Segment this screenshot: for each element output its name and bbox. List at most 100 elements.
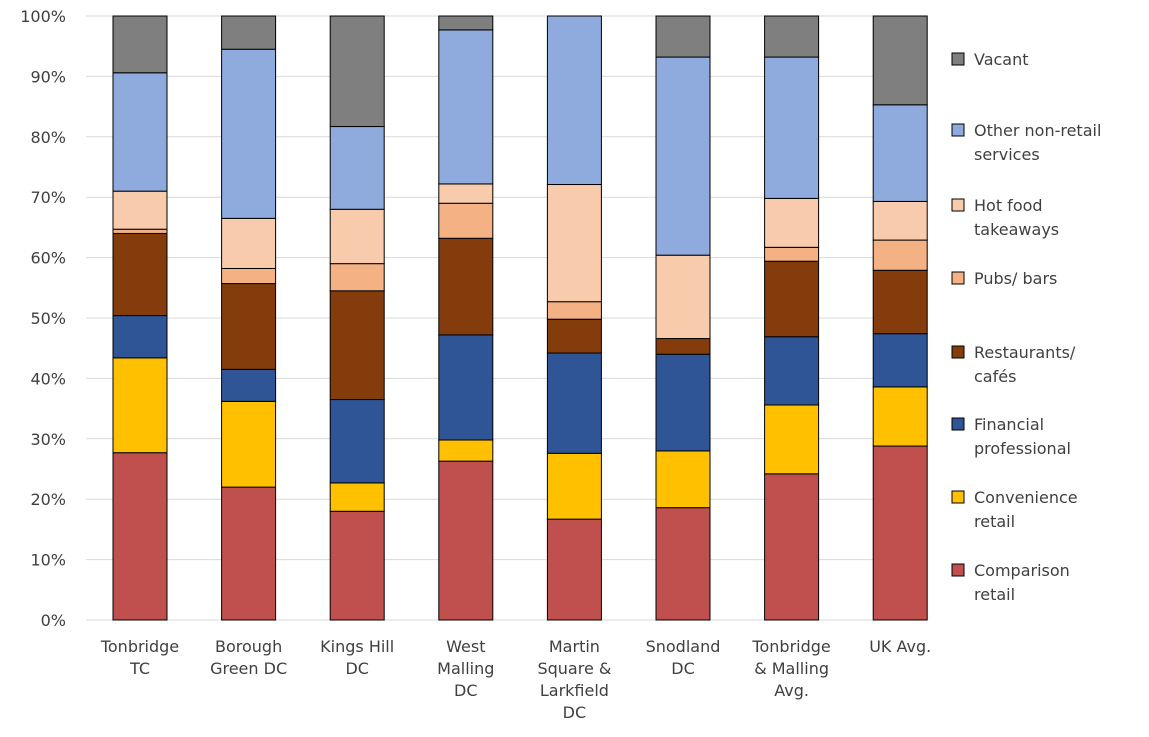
- bar-segment-other-non-retail-services: [655, 56, 711, 256]
- legend: Vacant Other non-retail services Hot food ta…: [951, 50, 1101, 604]
- bar-segment-convenience-retail: [221, 400, 277, 488]
- legend-label: Pubs/ bars: [974, 269, 1057, 288]
- x-tick-label: Martin Square & Larkfield DC: [537, 637, 611, 722]
- x-tick-label: Tonbridge & Malling Avg.: [751, 637, 830, 700]
- y-tick-label: 50%: [30, 309, 66, 328]
- y-tick-label: 60%: [30, 249, 66, 268]
- bar-segment-vacant: [221, 15, 277, 50]
- x-tick-label: UK Avg.: [869, 637, 931, 656]
- y-tick-label: 40%: [30, 369, 66, 388]
- y-tick-label: 0%: [41, 611, 66, 630]
- bar-segment-financial-professional: [438, 334, 494, 441]
- bar-segment-convenience-retail: [655, 450, 711, 509]
- legend-swatch: [951, 123, 965, 137]
- y-tick-label: 10%: [30, 551, 66, 570]
- bar-segment-convenience-retail: [872, 386, 928, 447]
- bar-segment-hot-food-takeaways: [221, 217, 277, 269]
- bar-segment-other-non-retail-services: [546, 15, 602, 186]
- bar-segment-other-non-retail-services: [438, 29, 494, 185]
- bar-segment-financial-professional: [329, 399, 385, 484]
- y-tick-label: 70%: [30, 188, 66, 207]
- bar-segment-restaurants-caf-s: [546, 318, 602, 354]
- bar-segment-convenience-retail: [546, 452, 602, 520]
- bar-segment-restaurants-caf-s: [329, 290, 385, 401]
- bar-segment-comparison-retail: [221, 486, 277, 621]
- bar-segment-pubs-bars: [872, 239, 928, 271]
- bar-segment-other-non-retail-services: [221, 48, 277, 219]
- x-tick-label: Borough Green DC: [210, 637, 287, 678]
- legend-swatch: [951, 345, 965, 359]
- legend-swatch: [951, 52, 965, 66]
- legend-swatch: [951, 490, 965, 504]
- bar-segment-hot-food-takeaways: [112, 190, 168, 230]
- bar-segment-other-non-retail-services: [329, 126, 385, 210]
- y-tick-label: 90%: [30, 67, 66, 86]
- bar-segment-convenience-retail: [329, 482, 385, 512]
- bar-segment-other-non-retail-services: [872, 104, 928, 202]
- bar-segment-pubs-bars: [112, 228, 168, 234]
- bar-segment-vacant: [872, 15, 928, 106]
- bar-segment-comparison-retail: [764, 473, 820, 621]
- bar-segment-other-non-retail-services: [112, 72, 168, 192]
- legend-label: Comparison retail: [974, 561, 1070, 604]
- x-tick-label: Tonbridge TC: [100, 637, 179, 678]
- bar-segment-pubs-bars: [438, 202, 494, 239]
- bar-segment-restaurants-caf-s: [764, 260, 820, 338]
- legend-label: Hot food takeaways: [974, 196, 1059, 239]
- y-tick-label: 100%: [20, 7, 66, 26]
- bars: [112, 15, 928, 621]
- bar-segment-financial-professional: [546, 352, 602, 454]
- bar-segment-comparison-retail: [655, 507, 711, 621]
- bar-segment-financial-professional: [764, 336, 820, 406]
- bar-segment-pubs-bars: [221, 267, 277, 285]
- legend-swatch: [951, 198, 965, 212]
- bar-segment-comparison-retail: [872, 445, 928, 621]
- legend-label: Convenience retail: [974, 488, 1078, 531]
- bar-segment-financial-professional: [221, 368, 277, 402]
- bar-segment-restaurants-caf-s: [221, 283, 277, 370]
- bar-segment-hot-food-takeaways: [764, 197, 820, 248]
- legend-swatch: [951, 563, 965, 577]
- bar-segment-restaurants-caf-s: [655, 338, 711, 355]
- bar-segment-restaurants-caf-s: [872, 269, 928, 335]
- bar-segment-pubs-bars: [764, 246, 820, 262]
- bar-segment-financial-professional: [872, 333, 928, 388]
- bar-segment-hot-food-takeaways: [546, 184, 602, 303]
- y-axis: 0% 10% 20% 30% 40% 50% 60% 70% 80% 90% 100%: [20, 7, 66, 630]
- bar-segment-vacant: [655, 15, 711, 58]
- bar-segment-restaurants-caf-s: [438, 237, 494, 336]
- bar-segment-pubs-bars: [546, 301, 602, 320]
- bar-segment-convenience-retail: [112, 357, 168, 454]
- legend-label: Restaurants/cafés: [974, 343, 1076, 386]
- y-tick-label: 30%: [30, 430, 66, 449]
- bar-segment-financial-professional: [655, 353, 711, 452]
- bar-segment-hot-food-takeaways: [329, 208, 385, 265]
- x-axis: Tonbridge TC Borough Green DC Kings Hill DC We…: [100, 637, 931, 722]
- x-tick-label: West Malling DC: [437, 637, 494, 700]
- bar-segment-hot-food-takeaways: [438, 183, 494, 204]
- legend-swatch: [951, 417, 965, 431]
- x-tick-label: Snodland DC: [646, 637, 721, 678]
- legend-swatch: [951, 271, 965, 285]
- bar-segment-convenience-retail: [438, 439, 494, 462]
- y-tick-label: 20%: [30, 490, 66, 509]
- bar-segment-comparison-retail: [546, 518, 602, 621]
- bar-segment-vacant: [438, 15, 494, 31]
- bar-segment-hot-food-takeaways: [872, 200, 928, 241]
- bar-segment-hot-food-takeaways: [655, 254, 711, 340]
- bar-segment-vacant: [329, 15, 385, 128]
- legend-label: Other non-retail services: [974, 121, 1101, 164]
- bar-segment-comparison-retail: [329, 510, 385, 621]
- bar-segment-restaurants-caf-s: [112, 232, 168, 317]
- bar-segment-convenience-retail: [764, 404, 820, 475]
- bar-segment-financial-professional: [112, 315, 168, 359]
- legend-label: Vacant: [974, 50, 1029, 69]
- y-tick-label: 80%: [30, 128, 66, 147]
- bar-segment-comparison-retail: [438, 460, 494, 621]
- legend-label: Financial professional: [974, 415, 1071, 458]
- bar-segment-comparison-retail: [112, 452, 168, 621]
- bar-segment-vacant: [764, 15, 820, 58]
- x-tick-label: Kings Hill DC: [320, 637, 394, 678]
